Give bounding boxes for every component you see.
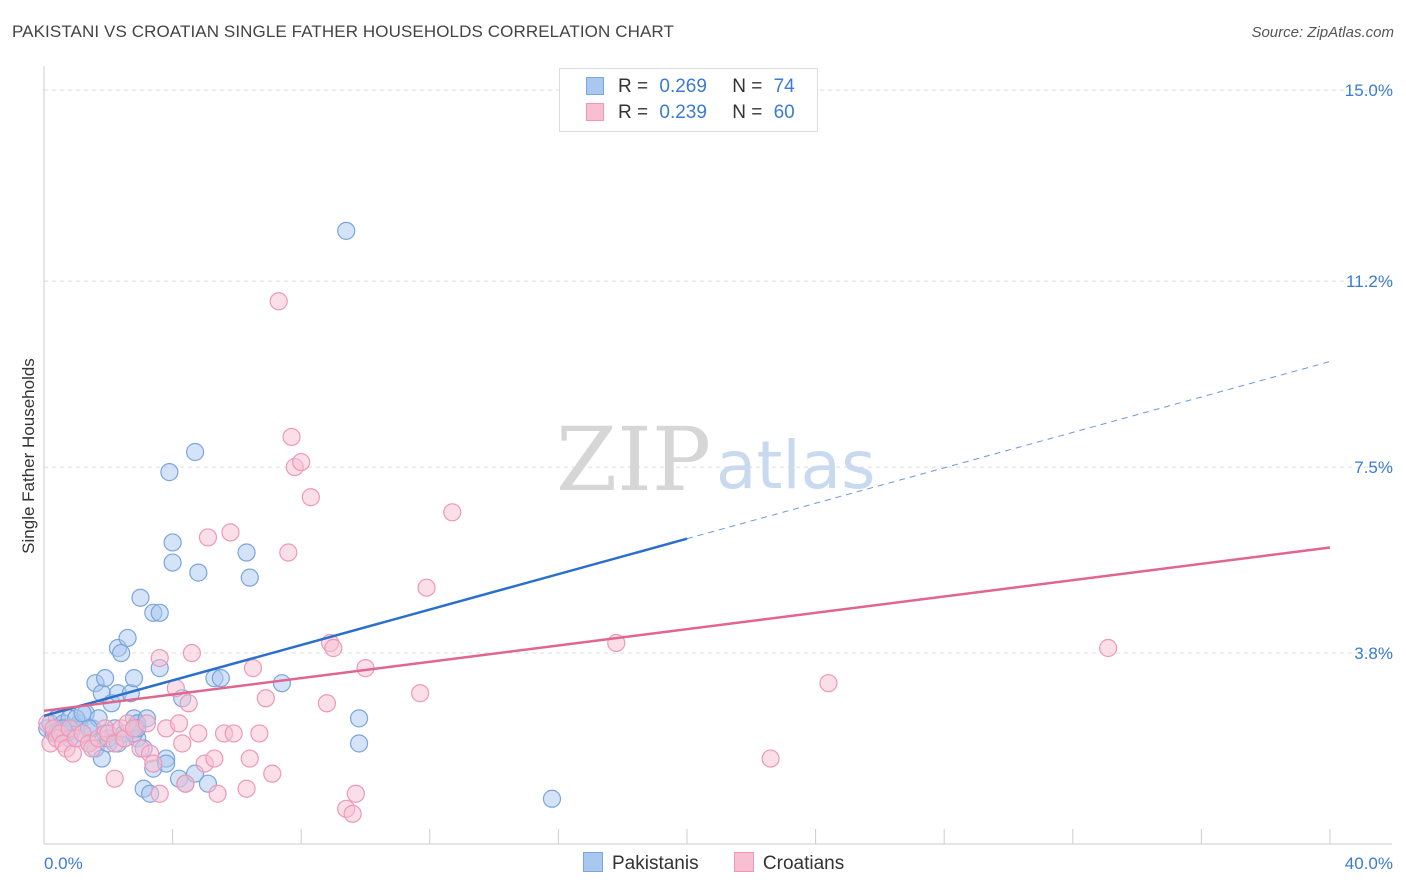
stats-legend: R = 0.269 N = 74 R = 0.239 N = 60	[559, 68, 818, 132]
data-point	[131, 588, 150, 607]
n-label: N =	[732, 102, 763, 123]
y-tick-label: 11.2%	[1346, 272, 1393, 291]
data-point	[317, 694, 337, 713]
watermark-atlas: atlas	[716, 427, 876, 504]
data-point	[443, 503, 462, 522]
pakistanis-trend-extension	[686, 361, 1331, 540]
data-point	[349, 734, 369, 753]
data-point	[221, 523, 240, 542]
data-point	[105, 769, 124, 788]
data-point	[112, 643, 131, 663]
data-point	[240, 749, 259, 768]
data-point	[263, 764, 282, 783]
data-point	[250, 724, 269, 743]
legend-item-croatians[interactable]: Croatians	[733, 852, 845, 875]
data-point	[349, 709, 369, 728]
legend-item-pakistanis[interactable]: Pakistanis	[583, 852, 699, 875]
data-point	[163, 533, 182, 552]
data-point	[237, 779, 256, 798]
data-point	[343, 804, 362, 823]
data-point	[160, 463, 179, 482]
data-point	[411, 684, 430, 703]
r-label: R =	[618, 102, 649, 123]
data-point	[205, 749, 224, 768]
data-point	[118, 628, 137, 648]
gridlines	[44, 89, 1392, 654]
r-label: R =	[618, 76, 649, 97]
data-point	[189, 724, 208, 743]
data-point	[176, 774, 195, 793]
data-point	[124, 669, 144, 688]
series-legend: Pakistanis Croatians	[583, 852, 874, 875]
data-point	[1099, 638, 1118, 658]
x-tick-label-min: 0.0%	[44, 854, 83, 873]
data-point	[150, 648, 169, 668]
source-label: Source: ZipAtlas.com	[1251, 24, 1394, 41]
n-label: N =	[732, 76, 763, 97]
data-point	[211, 669, 230, 688]
data-point	[346, 784, 365, 803]
stats-row-pakistanis: R = 0.269 N = 74	[586, 76, 795, 100]
data-point	[150, 784, 169, 803]
y-tick-label: 7.5%	[1354, 458, 1393, 477]
data-point	[279, 543, 298, 562]
data-point	[324, 638, 343, 658]
data-point	[198, 528, 218, 547]
data-point	[144, 754, 163, 773]
n-value: 74	[773, 76, 795, 97]
pakistanis-trend-line	[43, 537, 688, 718]
pakistanis-points	[38, 221, 562, 808]
watermark-zip: ZIP	[556, 408, 711, 511]
data-point	[337, 221, 356, 240]
data-point	[208, 784, 227, 803]
r-value: 0.239	[659, 102, 707, 123]
data-point	[237, 543, 256, 562]
legend-label-croatians: Croatians	[762, 853, 845, 874]
tick-labels: 3.8% 7.5% 11.2% 15.0% 0.0% 40.0%	[44, 81, 1393, 873]
croatians-swatch	[586, 103, 604, 121]
data-point	[137, 714, 156, 733]
data-point	[272, 674, 292, 693]
trend-lines	[43, 361, 1331, 718]
chart-title: PAKISTANI VS CROATIAN SINGLE FATHER HOUS…	[12, 22, 674, 41]
data-point	[243, 659, 263, 678]
croatians-trend-line	[43, 546, 1331, 713]
data-point	[292, 452, 311, 472]
r-value: 0.269	[659, 76, 707, 97]
data-point	[173, 734, 192, 753]
y-axis-label: Single Father Households	[19, 358, 38, 554]
croatians-legend-swatch	[733, 852, 754, 872]
y-tick-label: 15.0%	[1345, 81, 1393, 100]
data-point	[95, 669, 115, 688]
n-value: 60	[773, 102, 795, 123]
data-point	[182, 643, 201, 663]
data-point	[63, 744, 83, 763]
data-point	[150, 603, 169, 622]
data-point	[163, 553, 182, 572]
axes	[43, 66, 1392, 845]
data-point	[542, 789, 562, 808]
data-point	[240, 568, 259, 587]
x-tick-label-max: 40.0%	[1345, 854, 1393, 873]
data-point	[417, 578, 436, 597]
data-point	[179, 694, 198, 713]
data-point	[256, 689, 275, 708]
data-point	[761, 749, 780, 768]
data-point	[301, 488, 320, 507]
pakistanis-swatch	[586, 77, 604, 95]
pakistanis-legend-swatch	[583, 852, 603, 872]
data-point	[186, 442, 205, 462]
legend-label-pakistanis: Pakistanis	[612, 853, 699, 874]
data-point	[169, 714, 189, 733]
stats-row-croatians: R = 0.239 N = 60	[586, 102, 795, 126]
data-point	[189, 563, 208, 582]
data-point	[269, 292, 288, 311]
data-point	[819, 674, 838, 693]
data-point	[282, 427, 301, 447]
data-point	[224, 724, 243, 743]
y-tick-label: 3.8%	[1354, 644, 1393, 663]
croatians-points	[38, 292, 1118, 823]
